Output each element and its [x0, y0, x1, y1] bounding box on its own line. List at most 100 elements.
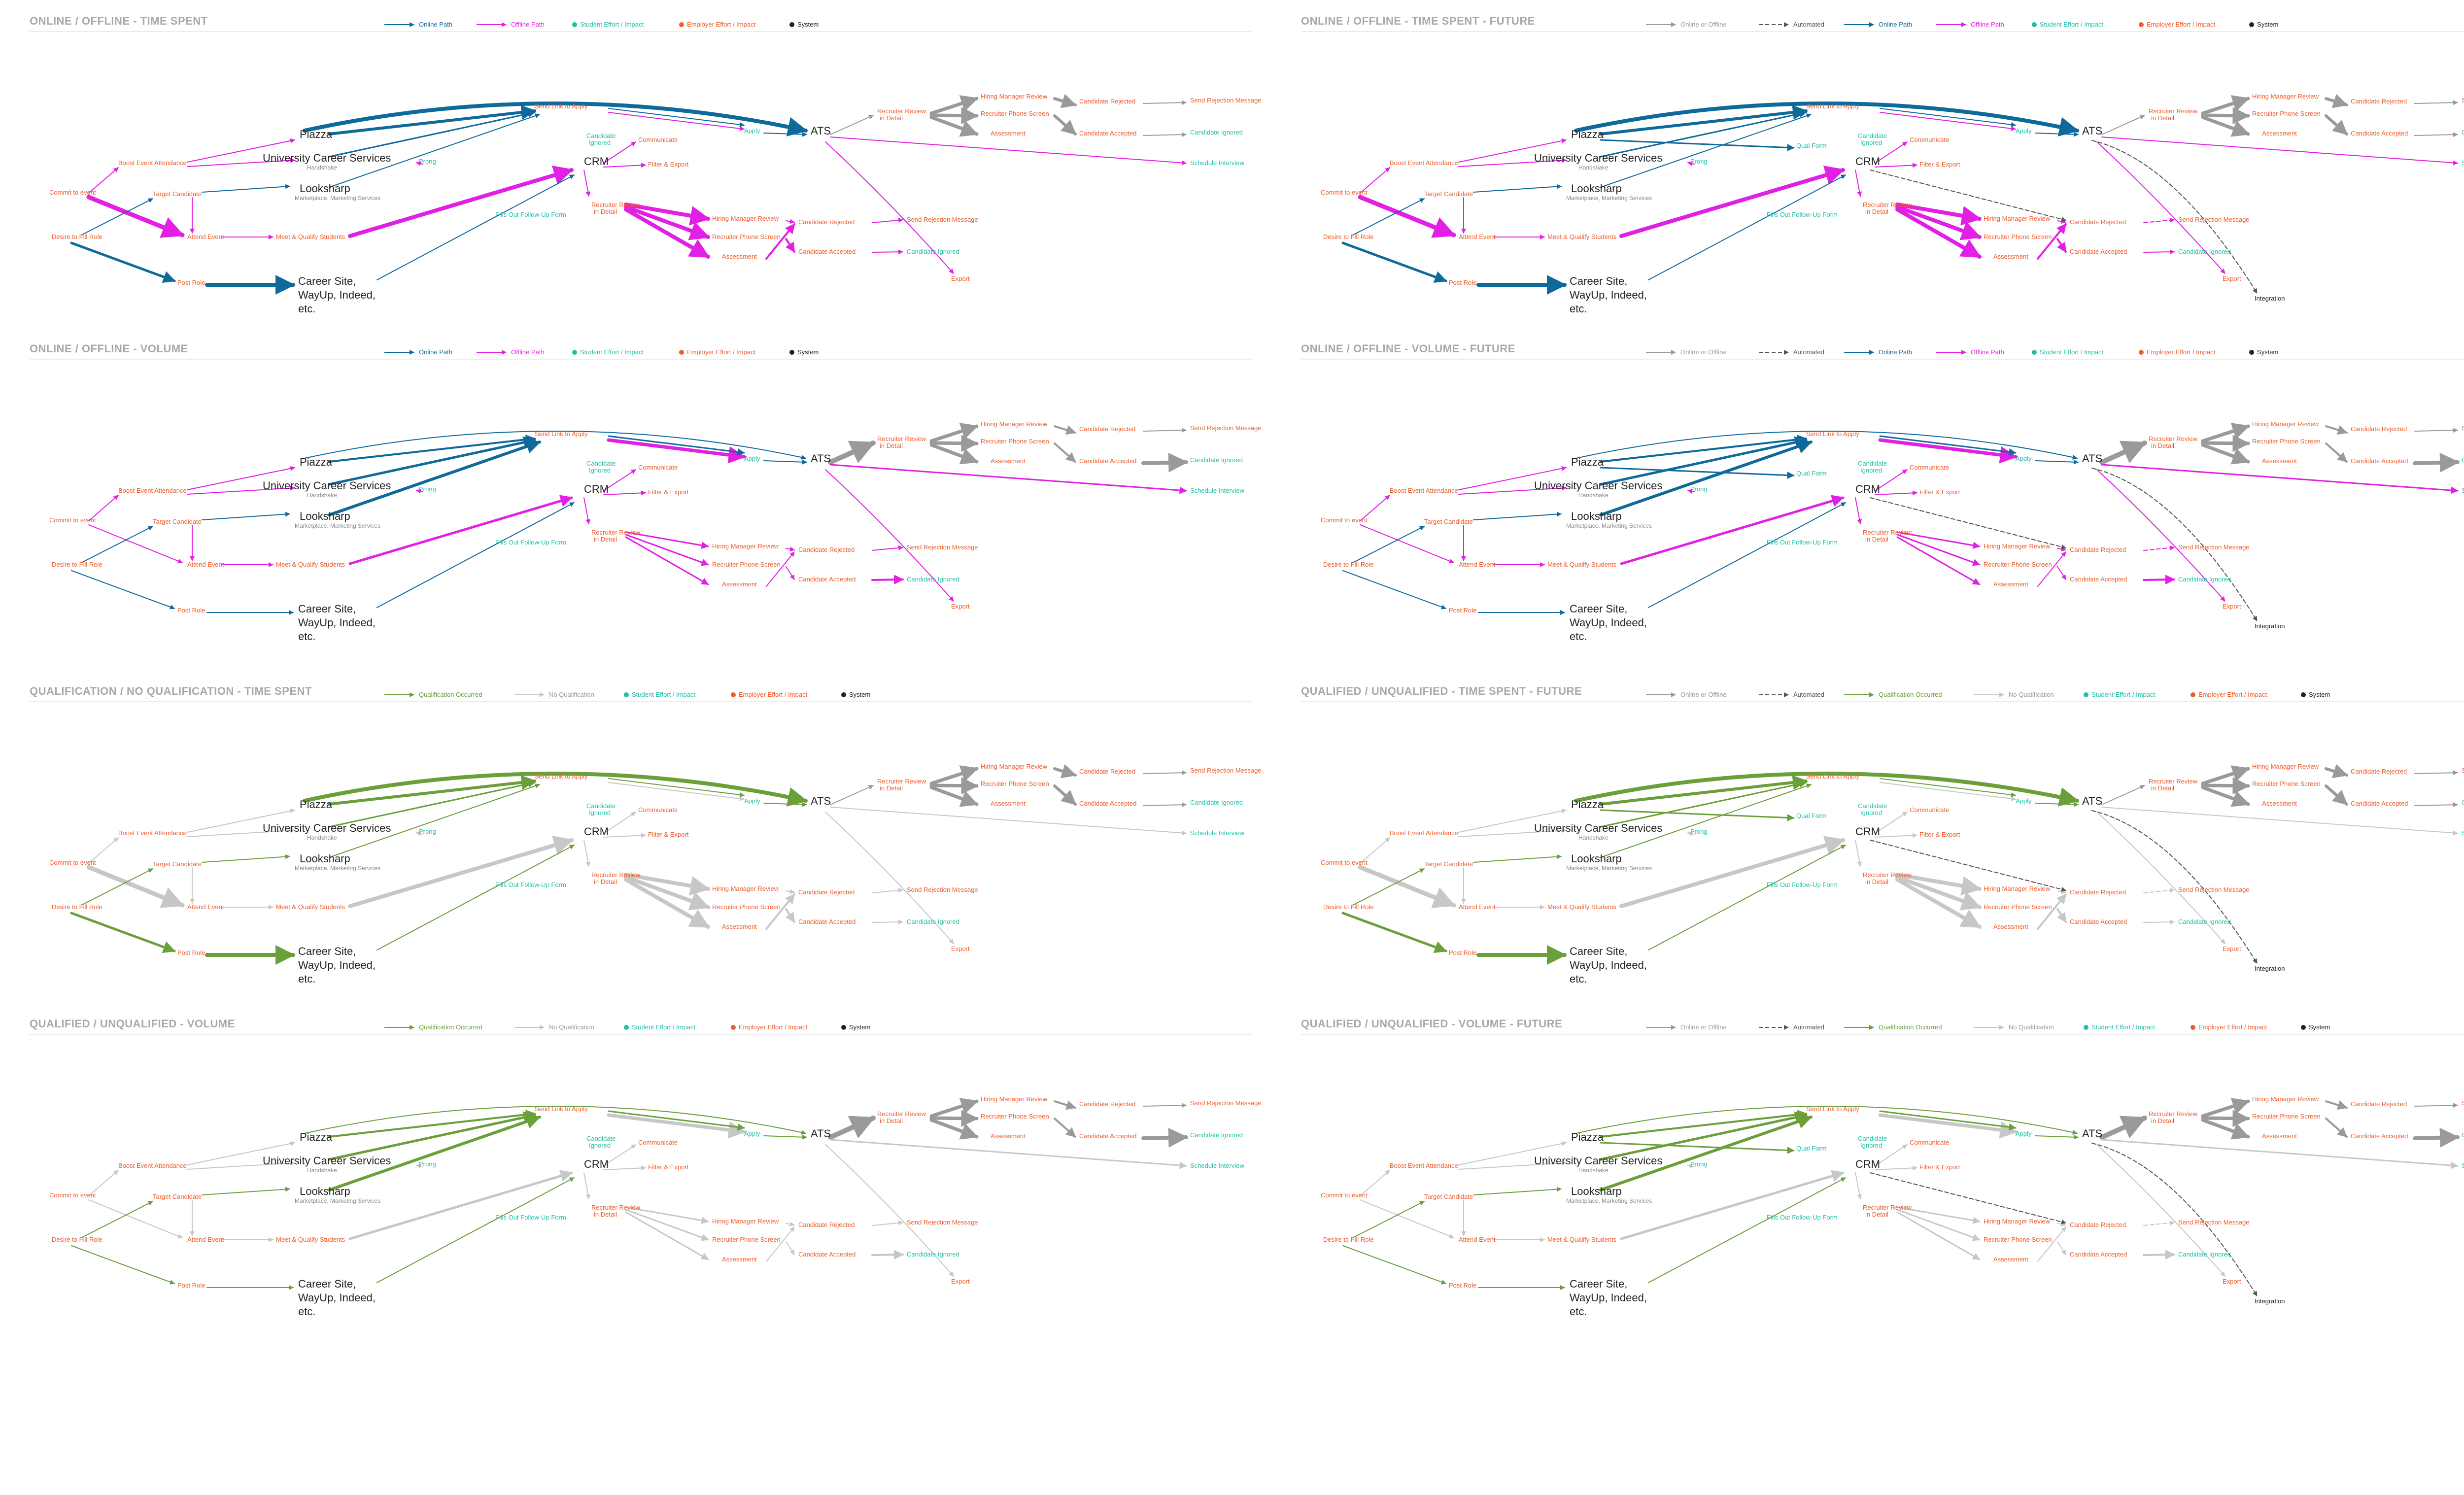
flow-arrow — [416, 161, 423, 166]
node-career-site-line2: WayUp, Indeed, — [298, 616, 376, 629]
legend-student-label: Student Effort / Impact — [632, 1023, 695, 1031]
node-crm: CRM — [1855, 483, 1880, 495]
flow-arrow — [608, 778, 745, 797]
legend-system-dot — [2301, 692, 2306, 697]
node-career-site-line2: WayUp, Indeed, — [298, 1291, 376, 1304]
node-career-site-line2: WayUp, Indeed, — [1570, 616, 1647, 629]
node-piazza: Piazza — [1571, 798, 1604, 811]
node-ats: ATS — [811, 452, 831, 465]
node-ats: ATS — [811, 1127, 831, 1140]
flow-arrow — [70, 241, 176, 283]
node-prong: Prong — [419, 485, 436, 493]
panel-title: QUALIFIED / UNQUALIFIED - TIME SPENT - F… — [1301, 685, 1582, 697]
node-target-candidate: Target Candidate — [1424, 518, 1473, 525]
flow-arrow — [81, 1201, 153, 1238]
flow-arrow — [603, 163, 646, 168]
node-university-career-services: University Career Services — [263, 1155, 391, 1167]
flow-arrow — [872, 545, 903, 551]
node-recruiter-review: Recruiter Review — [1863, 871, 1912, 879]
node-candidate-ignored-1b: Ignored — [589, 809, 611, 816]
node-candidate-ignored-1: Candidate — [586, 460, 616, 467]
node-commit-to-event: Commit to event — [1321, 859, 1368, 866]
flow-arrow — [1599, 775, 1808, 806]
node-recruiter-review-b: in Detail — [1865, 536, 1888, 543]
flow-arrow — [872, 887, 903, 893]
flow-arrow — [2201, 1110, 2250, 1127]
node-career-site-line2: WayUp, Indeed, — [1570, 1291, 1647, 1304]
legend-system-label: System — [797, 21, 819, 28]
node-handshake-subtitle: Handshake — [1578, 1167, 1608, 1174]
legend-employer-dot — [731, 692, 736, 697]
node-send-link: Send Link to Apply — [1806, 102, 1859, 110]
node-candidate-ignored-1: Candidate — [1858, 460, 1887, 467]
node-assessment: Assessment — [1993, 923, 2028, 930]
flow-arrow — [1143, 428, 1187, 433]
flow-arrow — [786, 219, 795, 224]
flow-arrow — [929, 423, 979, 443]
flow-arrow — [328, 110, 536, 158]
legend-no_qualification-label: No Qualification — [2009, 691, 2054, 698]
node-piazza: Piazza — [300, 798, 333, 811]
flow-arrow — [1620, 495, 1845, 565]
node-career-site-line1: Career Site, — [1570, 275, 1627, 287]
node-candidate-ignored-1: Candidate — [1858, 132, 1887, 139]
flow-arrow — [785, 908, 795, 923]
node-apply: Apply — [2016, 797, 2032, 805]
arc-piazza-ats — [304, 1106, 806, 1135]
legend-offline_path-label: Offline Path — [1971, 348, 2004, 356]
flow-arrow — [71, 1245, 175, 1285]
flow-arrow — [763, 459, 807, 465]
flow-arrow — [624, 873, 710, 896]
node-recruiter-review-b: in Detail — [594, 208, 617, 215]
node-hiring-manager-review-2: Hiring Manager Review — [981, 420, 1048, 428]
legend-system-dot — [2249, 350, 2254, 355]
node-schedule-interview: Schedule Interview — [1190, 159, 1244, 167]
flow-arrow — [1342, 1245, 1446, 1285]
node-assessment: Assessment — [1993, 1256, 2028, 1263]
node-candidate-ignored: Candidate Ignored — [907, 248, 959, 255]
legend-employer-label: Employer Effort / Impact — [2147, 348, 2216, 356]
node-communicate: Communicate — [638, 464, 678, 471]
node-post-role: Post Role — [1449, 949, 1476, 956]
flow-arrow — [1352, 198, 1425, 236]
flow-arrow — [71, 570, 175, 610]
node-crm: CRM — [584, 1158, 609, 1170]
flow-arrow — [2325, 114, 2348, 136]
flow-arrow — [828, 441, 876, 465]
flow-arrow — [376, 845, 575, 951]
node-filter-export: Filter & Export — [1919, 161, 1960, 168]
node-recruiter-review-2b: in Detail — [2151, 784, 2174, 792]
node-recruiter-phone-screen-2: Recruiter Phone Screen — [981, 438, 1049, 445]
flow-arrow — [2325, 764, 2348, 779]
panel-6: QUALIFIED / UNQUALIFIED - TIME SPENT - F… — [1301, 685, 2464, 985]
node-send-rejection-2: Send Rejection Message — [1190, 424, 1262, 432]
node-handshake-subtitle: Handshake — [1578, 492, 1608, 499]
flow-arrow — [328, 439, 541, 516]
node-recruiter-review: Recruiter Review — [1863, 529, 1912, 536]
node-recruiter-review-2b: in Detail — [2151, 1117, 2174, 1124]
legend-employer-dot — [2190, 692, 2195, 697]
node-apply: Apply — [744, 1130, 760, 1137]
node-qual-form: Qual Form — [1796, 142, 1826, 149]
node-ats: ATS — [811, 795, 831, 807]
arc-piazza-ats — [1574, 772, 2079, 807]
flow-arrow — [187, 808, 295, 833]
node-assessment: Assessment — [722, 580, 757, 588]
node-communicate: Communicate — [1910, 464, 1949, 471]
node-boost-event: Boost Event Attendance — [1390, 1162, 1458, 1169]
legend-system-label: System — [849, 1023, 870, 1031]
panel-title: QUALIFICATION / NO QUALIFICATION - TIME … — [30, 685, 312, 697]
flow-arrow — [329, 113, 540, 188]
flow-arrow — [1600, 1110, 1807, 1138]
node-recruiter-review-b: in Detail — [1865, 1211, 1888, 1218]
flow-arrow — [2096, 469, 2225, 602]
flow-arrow — [1054, 1100, 1076, 1110]
node-recruiter-phone-screen-2: Recruiter Phone Screen — [981, 1113, 1049, 1120]
node-marketplace-subtitle: Marketplace, Marketing Services — [295, 195, 380, 202]
legend-no_qualification-label: No Qualification — [549, 1023, 594, 1031]
flow-arrow — [607, 1113, 746, 1139]
flow-arrow — [1458, 485, 1567, 495]
flow-arrow — [1473, 1187, 1562, 1195]
node-recruiter-review-2: Recruiter Review — [877, 778, 926, 785]
flow-arrow — [1360, 1199, 1454, 1239]
